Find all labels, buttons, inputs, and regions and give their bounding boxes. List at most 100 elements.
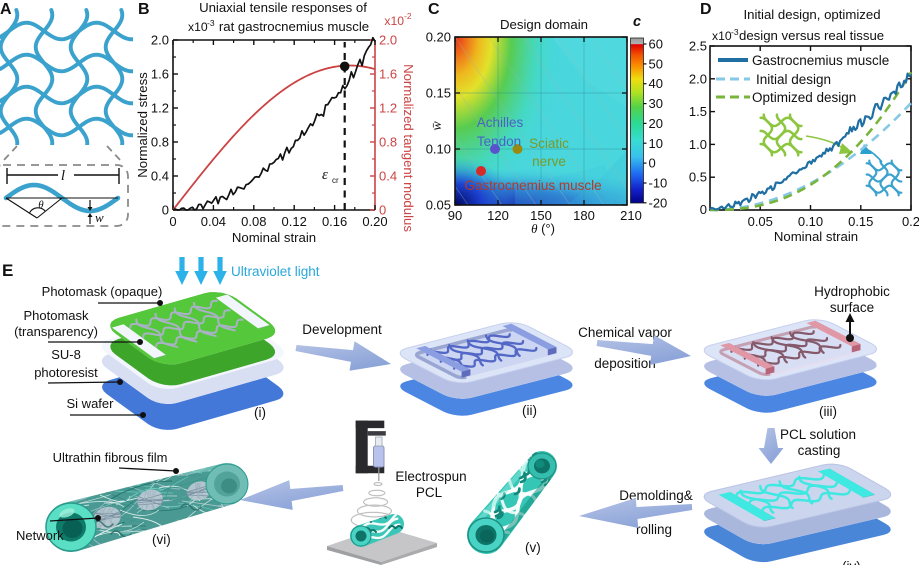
svg-text:Design domain: Design domain (500, 17, 588, 32)
svg-text:2.0: 2.0 (379, 33, 397, 48)
svg-text:Initial design, optimized: Initial design, optimized (743, 7, 880, 22)
svg-text:0: 0 (700, 202, 707, 217)
svg-text:0.16: 0.16 (322, 214, 347, 229)
svg-text:0: 0 (379, 203, 386, 218)
svg-text:B: B (138, 1, 150, 18)
svg-text:30: 30 (649, 96, 663, 111)
svg-text:Photomask (opaque): Photomask (opaque) (42, 284, 163, 299)
svg-text:90: 90 (448, 208, 462, 223)
svg-text:210: 210 (620, 208, 642, 223)
svg-text:(vi): (vi) (152, 532, 171, 547)
svg-text:0: 0 (169, 214, 176, 229)
svg-text:surface: surface (830, 300, 874, 315)
svg-text:Si wafer: Si wafer (67, 396, 115, 411)
svg-text:Hydrophobic: Hydrophobic (814, 284, 890, 299)
svg-text:Nominal strain: Nominal strain (232, 230, 316, 245)
svg-text:Tendon: Tendon (477, 134, 521, 149)
svg-text:θ (°): θ (°) (531, 221, 555, 236)
svg-text:C: C (428, 1, 440, 18)
svg-text:-3: -3 (731, 27, 739, 37)
svg-text:0.12: 0.12 (282, 214, 307, 229)
svg-text:PCL solution: PCL solution (780, 427, 856, 442)
svg-text:w̄: w̄ (430, 121, 445, 131)
svg-text:D: D (700, 1, 712, 18)
svg-text:Network: Network (16, 528, 64, 543)
svg-text:-20: -20 (649, 195, 668, 210)
svg-text:0.4: 0.4 (151, 169, 169, 184)
svg-text:Gastrocnemius muscle: Gastrocnemius muscle (752, 53, 889, 68)
svg-text:Initial design: Initial design (756, 72, 831, 87)
svg-text:nerve: nerve (532, 154, 566, 169)
svg-text:Achilles: Achilles (477, 115, 524, 130)
svg-text:Electrospun: Electrospun (395, 469, 466, 484)
svg-text:0.08: 0.08 (241, 214, 266, 229)
svg-text:-2: -2 (404, 11, 412, 21)
svg-text:Ultrathin fibrous film: Ultrathin fibrous film (53, 450, 168, 465)
svg-text:1.2: 1.2 (379, 101, 397, 116)
svg-text:A: A (0, 1, 12, 18)
svg-text:1.2: 1.2 (151, 101, 169, 116)
svg-text:50: 50 (649, 56, 663, 71)
svg-text:photoresist: photoresist (34, 365, 98, 380)
svg-text:2.0: 2.0 (689, 71, 707, 86)
svg-text:Uniaxial tensile responses of: Uniaxial tensile responses of (199, 0, 367, 15)
svg-text:10: 10 (649, 136, 663, 151)
svg-text:casting: casting (798, 443, 841, 458)
svg-text:E: E (2, 261, 13, 280)
svg-text:-3: -3 (207, 18, 215, 28)
svg-text:(iv): (iv) (842, 559, 861, 565)
svg-text:design versus real tissue: design versus real tissue (739, 28, 884, 43)
svg-text:0.2: 0.2 (902, 214, 919, 229)
svg-text:(iii): (iii) (819, 404, 837, 419)
svg-text:0.05: 0.05 (426, 198, 451, 213)
svg-text:x10: x10 (384, 14, 404, 28)
svg-text:180: 180 (573, 208, 595, 223)
svg-text:(ii): (ii) (522, 403, 537, 418)
svg-text:θ: θ (38, 199, 44, 211)
svg-text:(i): (i) (254, 405, 266, 420)
svg-text:(v): (v) (525, 540, 541, 555)
svg-text:l: l (61, 168, 65, 184)
svg-text:Development: Development (302, 322, 382, 337)
svg-text:120: 120 (487, 208, 509, 223)
svg-text:x10: x10 (188, 20, 208, 34)
svg-text:1.5: 1.5 (689, 104, 707, 119)
svg-text:1.6: 1.6 (379, 67, 397, 82)
svg-text:Nominal strain: Nominal strain (774, 229, 858, 244)
svg-text:Sciatic: Sciatic (529, 136, 569, 151)
svg-text:0: 0 (162, 203, 169, 218)
svg-text:2.0: 2.0 (151, 33, 169, 48)
svg-text:60: 60 (649, 37, 663, 52)
svg-text:Gastrocnemius muscle: Gastrocnemius muscle (464, 178, 601, 193)
svg-text:rat gastrocnemius muscle: rat gastrocnemius muscle (219, 19, 369, 34)
svg-text:0: 0 (649, 156, 656, 171)
svg-text:PCL: PCL (416, 485, 443, 500)
svg-text:0.15: 0.15 (426, 86, 451, 101)
svg-text:Ultraviolet light: Ultraviolet light (231, 264, 320, 279)
svg-text:0.5: 0.5 (689, 170, 707, 185)
svg-text:cr: cr (332, 176, 339, 185)
svg-text:0.4: 0.4 (379, 169, 397, 184)
svg-text:2.5: 2.5 (689, 39, 707, 54)
svg-text:0.04: 0.04 (201, 214, 226, 229)
svg-text:0.8: 0.8 (379, 135, 397, 150)
svg-text:0.15: 0.15 (848, 214, 873, 229)
svg-text:SU-8: SU-8 (51, 347, 81, 362)
svg-text:20: 20 (649, 116, 663, 131)
svg-text:40: 40 (649, 76, 663, 91)
svg-text:-10: -10 (649, 175, 668, 190)
svg-text:1.6: 1.6 (151, 67, 169, 82)
svg-text:0.8: 0.8 (151, 135, 169, 150)
svg-text:Photomask: Photomask (23, 308, 89, 323)
svg-text:ε: ε (322, 167, 328, 183)
svg-text:(transparency): (transparency) (14, 324, 98, 339)
svg-text:deposition: deposition (594, 356, 656, 371)
svg-text:0.05: 0.05 (748, 214, 773, 229)
svg-text:0.10: 0.10 (798, 214, 823, 229)
svg-text:x10: x10 (712, 29, 732, 43)
svg-text:Chemical vapor: Chemical vapor (578, 325, 672, 340)
svg-text:0.20: 0.20 (362, 214, 387, 229)
svg-text:0.10: 0.10 (426, 142, 451, 157)
svg-text:1.0: 1.0 (689, 137, 707, 152)
svg-text:w: w (95, 210, 104, 225)
